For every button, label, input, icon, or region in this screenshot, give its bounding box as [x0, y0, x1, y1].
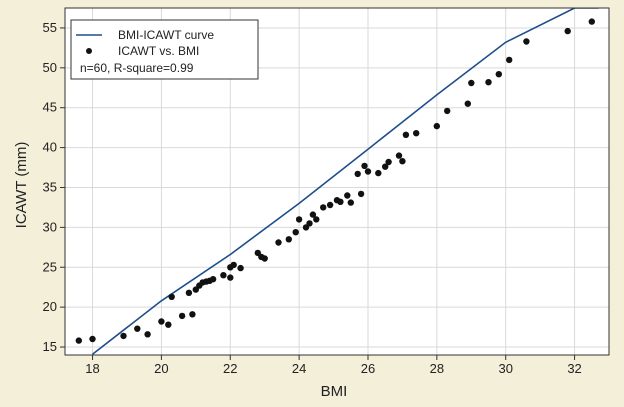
x-tick-label: 30: [498, 361, 512, 376]
data-point: [361, 162, 368, 170]
data-point: [209, 276, 217, 283]
data-point: [344, 192, 351, 199]
legend-label-curve: BMI-ICAWT curve: [118, 28, 214, 42]
data-point: [89, 335, 96, 343]
x-tick-label: 22: [223, 361, 237, 376]
data-point: [292, 229, 299, 236]
fit-curve-line: [92, 8, 599, 355]
fit-curve-layer: [92, 8, 599, 355]
data-point: [326, 201, 334, 209]
data-point: [227, 264, 234, 271]
data-point: [337, 198, 344, 205]
data-point: [134, 325, 141, 332]
x-axis-title: BMI: [321, 383, 348, 400]
data-point: [189, 311, 196, 318]
data-point: [385, 158, 392, 166]
data-point: [354, 170, 361, 178]
gridlines: [65, 8, 609, 355]
x-tick-label: 18: [85, 361, 99, 376]
data-point: [185, 289, 193, 296]
legend-marker-points: [86, 48, 92, 54]
data-point: [433, 122, 440, 130]
y-tick-label: 35: [43, 179, 57, 194]
y-tick-label: 25: [43, 259, 57, 274]
data-point: [295, 216, 303, 223]
x-tick-label: 24: [292, 361, 306, 376]
data-point: [168, 293, 175, 300]
data-point: [395, 152, 403, 159]
data-point: [357, 190, 365, 198]
data-point: [375, 169, 382, 177]
y-tick-label: 55: [43, 20, 57, 35]
data-point: [399, 158, 406, 165]
y-tick-label: 45: [43, 100, 57, 115]
axis-ticks: 18 20 22 24 26 28 30 32 15 20 25 30 35 40 45 50 55: [43, 20, 582, 376]
y-axis-title: ICAWT (mm): [13, 142, 30, 229]
data-point: [402, 131, 410, 138]
data-point: [506, 56, 513, 64]
data-point: [382, 163, 389, 170]
x-tick-label: 28: [430, 361, 444, 376]
data-point: [485, 79, 492, 86]
data-point: [75, 337, 83, 344]
data-point: [261, 255, 268, 262]
data-point: [564, 27, 571, 35]
data-point: [285, 236, 292, 243]
data-point: [309, 211, 317, 218]
x-tick-label: 20: [154, 361, 168, 376]
data-point: [306, 220, 313, 227]
y-tick-label: 15: [43, 339, 57, 354]
data-point: [158, 318, 165, 325]
x-tick-label: 26: [361, 361, 375, 376]
data-point: [413, 130, 420, 137]
data-point: [495, 71, 502, 78]
data-points: [75, 18, 595, 344]
y-tick-label: 30: [43, 219, 57, 234]
data-point: [320, 204, 327, 211]
legend-box: [70, 19, 259, 80]
x-tick-label: 32: [567, 361, 581, 376]
data-point: [227, 274, 234, 281]
data-point: [178, 312, 186, 320]
data-point: [165, 321, 172, 328]
data-point: [347, 199, 354, 206]
y-tick-label: 40: [43, 140, 57, 155]
data-point: [468, 79, 475, 87]
plot-frame: [64, 7, 610, 356]
data-point: [144, 331, 151, 338]
data-point: [444, 107, 451, 115]
data-point: [523, 38, 530, 45]
data-point: [313, 216, 320, 223]
data-point: [120, 332, 127, 340]
data-point: [237, 264, 244, 272]
data-point: [220, 272, 227, 279]
data-point: [464, 100, 471, 107]
legend-annotation: n=60, R-square=0.99: [80, 61, 194, 75]
data-point: [588, 18, 595, 25]
legend: BMI-ICAWT curve ICAWT vs. BMI n=60, R-sq…: [70, 19, 259, 80]
y-tick-label: 50: [43, 60, 57, 75]
data-point: [275, 239, 282, 246]
y-tick-label: 20: [43, 299, 57, 314]
data-point: [364, 168, 372, 175]
legend-label-points: ICAWT vs. BMI: [118, 44, 199, 58]
